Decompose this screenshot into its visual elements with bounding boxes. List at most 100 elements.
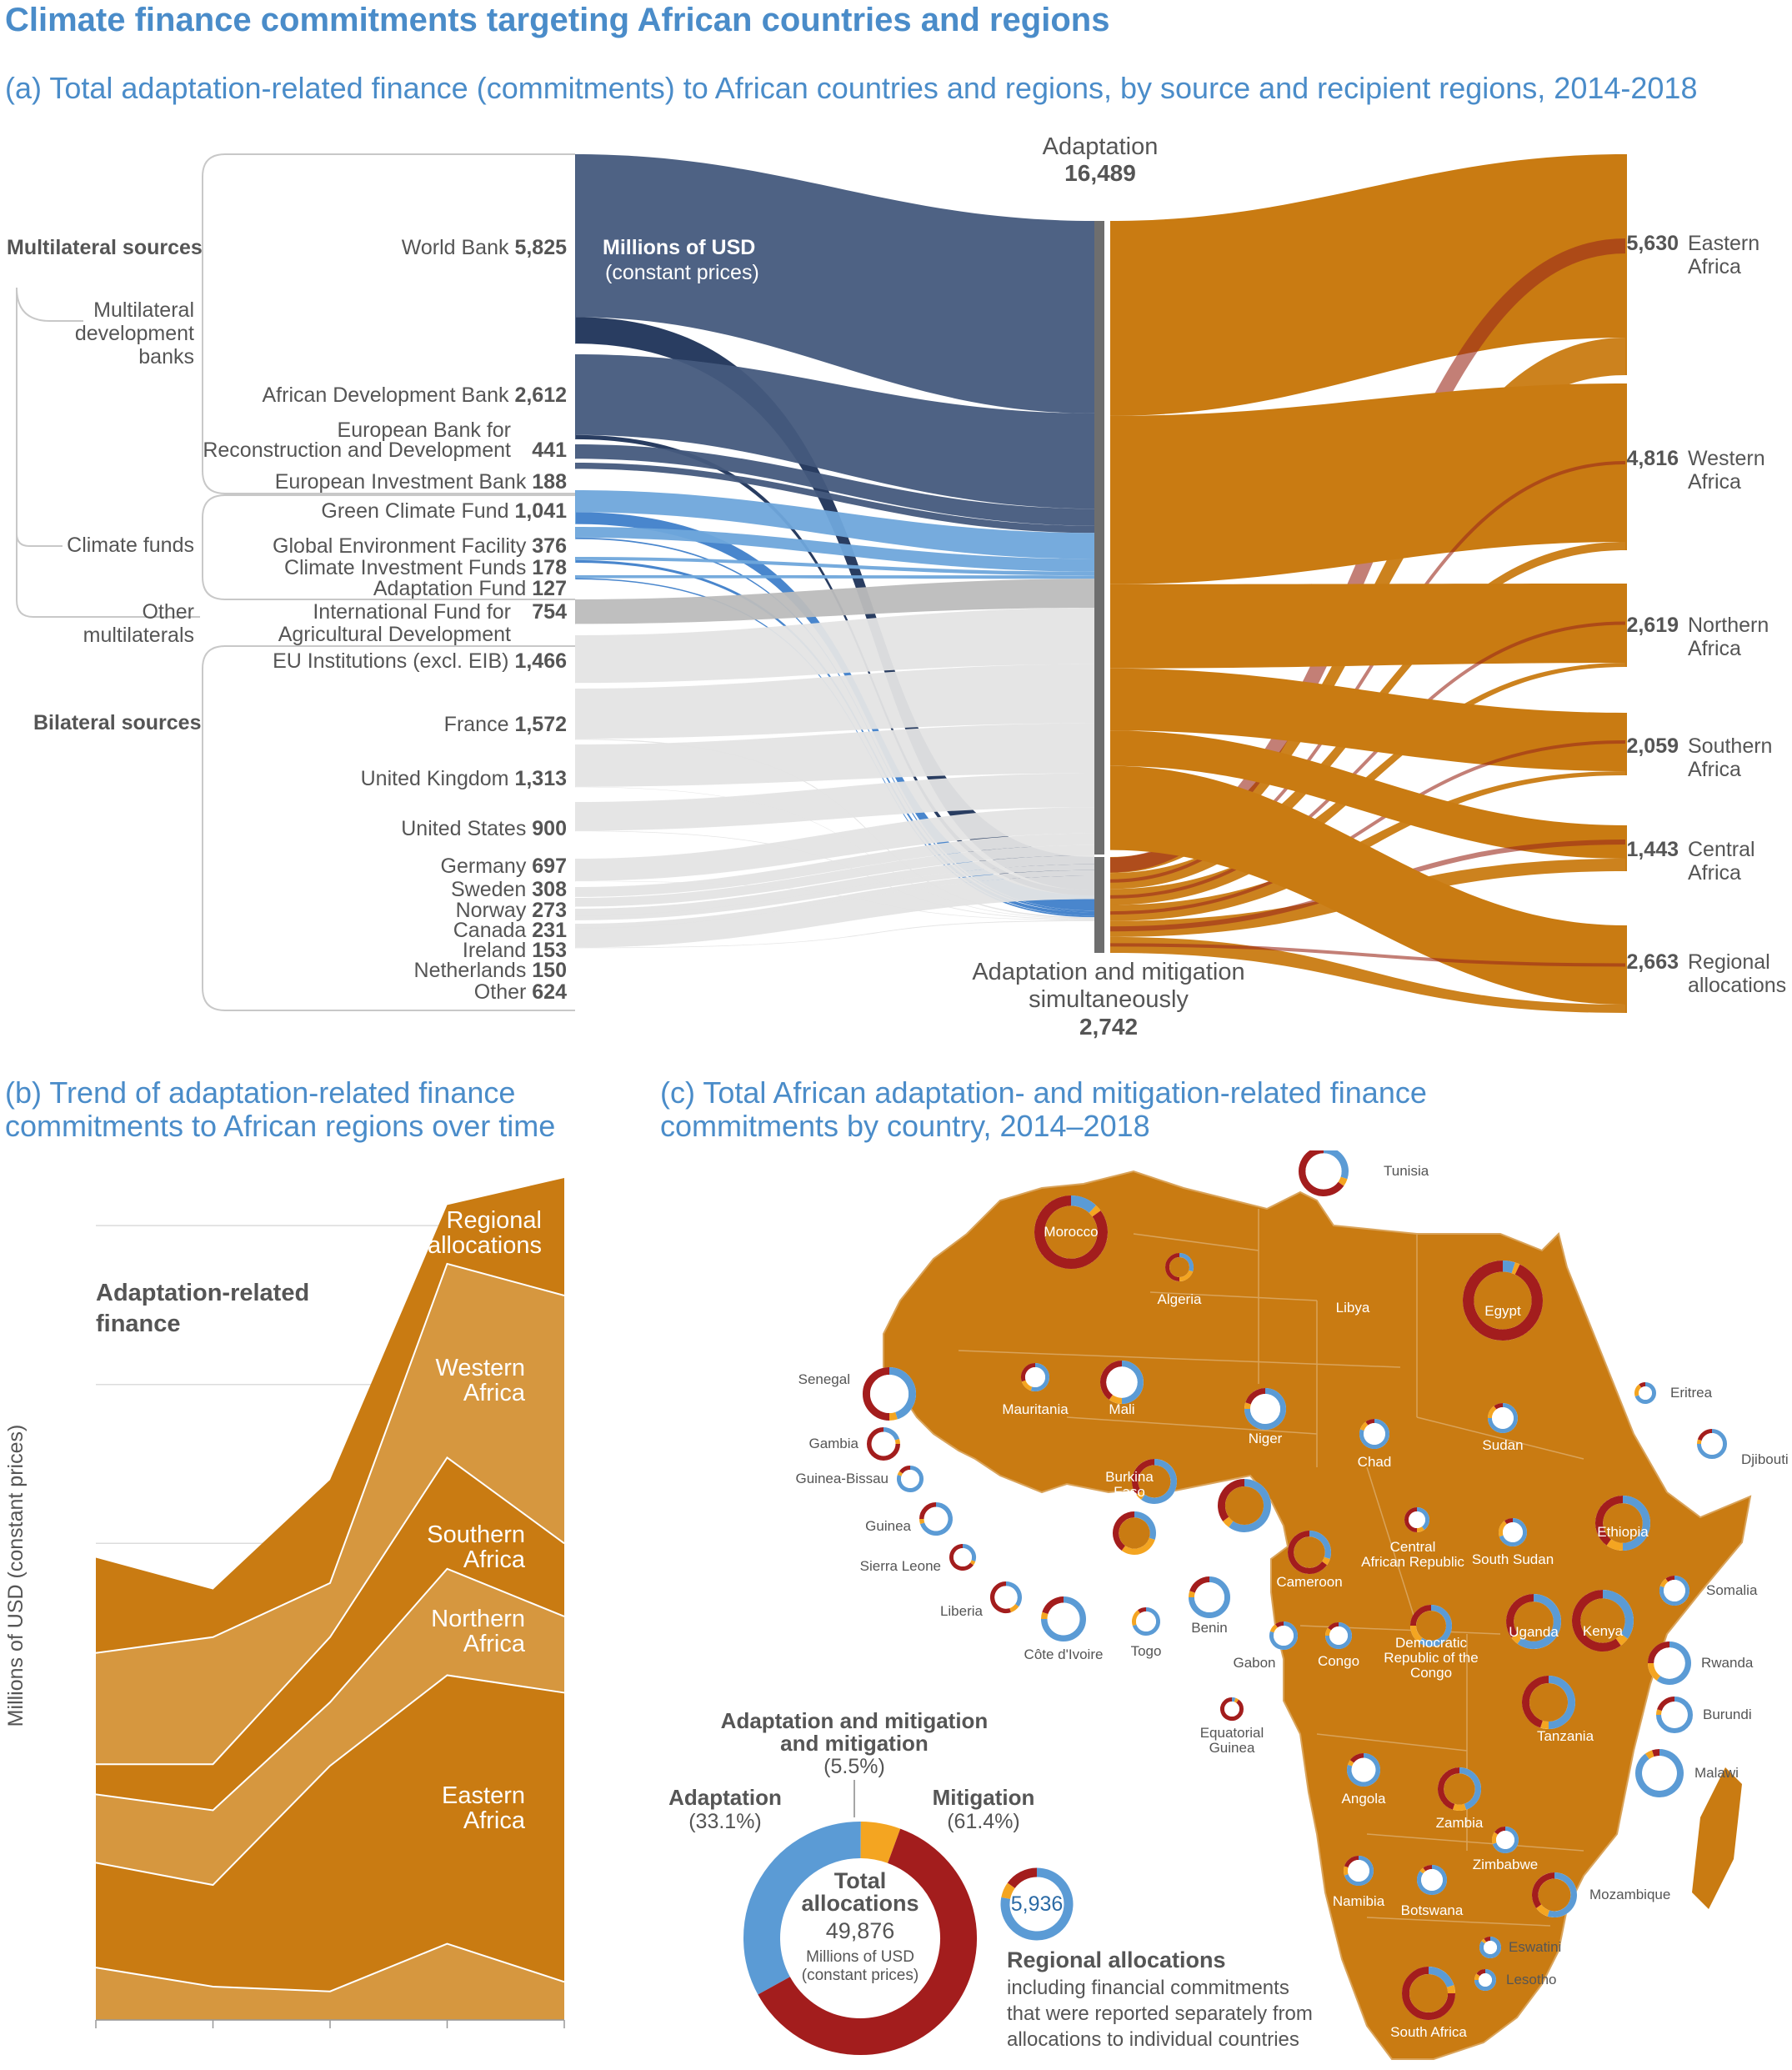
country-label-togo: Togo [1131,1643,1162,1659]
donut-hole-angola [1351,1757,1376,1782]
country-label-nigeria: Nigeria [1222,1531,1267,1546]
flow-adapt-adaptation-fund [575,575,1094,579]
recipient-name-2-eastern-africa: Africa [1688,255,1741,278]
source-label-france: France 1,572 [444,713,567,736]
source-name-france: France [444,713,515,736]
donut-segment-cameroon-0 [1309,1531,1331,1560]
donut-segment-benin-0 [1189,1576,1230,1618]
country-label-djibouti: Djibouti [1741,1451,1789,1467]
group-mdb-2: development [75,322,194,345]
flow-adapt-other [575,875,1094,948]
legend-adapt-label: Adaptation [668,1785,782,1810]
source-label-adaptation-fund: Adaptation Fund 127 [373,577,567,600]
unit-label-2: (constant prices) [605,261,759,284]
donut-segment-congo-0 [1325,1622,1352,1649]
recipient-name-2-western-africa: Africa [1688,470,1741,494]
donut-segment-rwanda-1 [1648,1662,1661,1682]
donut-segment-niger-1 [1244,1402,1251,1410]
donut-segment-zimbabwe-1 [1492,1832,1499,1844]
donut-segment-morocco-0 [1070,1195,1097,1214]
country-label-somalia: Somalia [1706,1582,1758,1598]
donut-segment-congo-1 [1325,1627,1332,1636]
donut-segment-uganda-1 [1511,1632,1523,1644]
donut-segment-tunisia-2 [1299,1150,1344,1196]
area-central-africa [96,1943,564,2020]
source-label-green-climate-fund: Green Climate Fund 1,041 [321,499,567,523]
donut-segment-botswana-2 [1423,1865,1433,1872]
legend-and-mitigation: and mitigation [780,1731,929,1756]
country-label-equatorial-guinea-1: Equatorial [1200,1725,1264,1741]
donut-hole-mozambique [1538,1878,1571,1912]
source-name-world-bank: World Bank [402,236,515,259]
country-label-burkina-faso-1: Burkina [1105,1469,1154,1485]
donut-segment-angola-0 [1347,1753,1380,1787]
source-node-european-bank-for-reconstruction-and-development [575,444,576,459]
flow-adapt-united-kingdom [575,723,1094,787]
donut-segment-liberia-2 [990,1581,1011,1613]
series-label-southern-africa-1: Southern [427,1521,525,1548]
donut-segment-namibia-0 [1344,1856,1374,1886]
donut-segment-burundi-0 [1656,1697,1693,1733]
flow-adapt-france [575,664,1094,739]
legend-both-pct: (5.5%) [823,1755,885,1778]
donut-segment-mozambique-2 [1532,1872,1555,1908]
source-name-canada: Canada [453,919,533,942]
donut-segment-guinea-bissau-0 [897,1466,924,1492]
source-name-norway: Norway [456,899,533,922]
donut-segment-morocco-1 [1089,1205,1101,1217]
recipient-name-2-central-africa: Africa [1688,861,1741,885]
donut-segment-uganda-2 [1506,1594,1534,1638]
source-node-european-investment-bank [575,463,576,469]
donut-segment-democratic-republic-of-the-congo-0 [1419,1605,1452,1646]
donut-segment-tanzania-0 [1548,1676,1575,1729]
donut-hole-djibouti [1701,1433,1723,1455]
donut-segment-zimbabwe-0 [1492,1827,1519,1853]
source-label-germany: Germany 697 [441,855,567,878]
regional-value: 5,936 [1011,1892,1064,1916]
donut-segment-eritrea-1 [1634,1384,1642,1397]
donut-hole-chad [1364,1423,1385,1445]
series-label-regional-allocations-1: Regional [447,1207,542,1234]
donut-segment-nigeria-2 [1218,1479,1245,1521]
recipient-name-2-northern-africa: Africa [1688,637,1741,660]
donut-segment-tunisia-1 [1338,1176,1348,1186]
recipient-name-2-regional-allocations: allocations [1688,974,1786,997]
legend-total-value: 49,876 [826,1918,895,1943]
donut-segment-central-african-republic-2 [1404,1507,1418,1532]
donut-segment-democratic-republic-of-the-congo-2 [1410,1605,1432,1626]
donut-segment-gambia-1 [894,1438,901,1445]
group-multilateral: Multilateral sources [7,236,203,259]
donut-segment-democratic-republic-of-the-congo-1 [1410,1625,1423,1643]
source-node-netherlands [575,924,576,929]
donut-segment-gabon-1 [1269,1624,1279,1633]
unit-label-1: Millions of USD [603,236,755,259]
series-label-western-africa-1: Western [436,1355,525,1381]
recipient-name-1-regional-allocations: Regional [1688,950,1770,974]
both-label-1: Adaptation and mitigation [972,959,1244,985]
recipient-node-western-africa [1625,383,1627,550]
donut-segment-zimbabwe-2 [1494,1827,1506,1835]
country-label-chad: Chad [1358,1454,1392,1470]
donut-hole-gabon [1274,1626,1294,1646]
donut-segment-chad-2 [1365,1419,1375,1426]
donut-segment-lesotho-1 [1474,1973,1480,1981]
country-label-guinea: Guinea [865,1518,911,1534]
recipient-value-regional-allocations: 2,663 [1626,950,1679,974]
donut-segment-mali-1 [1109,1394,1123,1404]
area-regional-allocations [96,1178,564,1653]
area-chart: EasternAfricaNorthernAfricaSouthernAfric… [4,1178,565,2028]
donut-segment-eswatini-0 [1479,1937,1501,1958]
donut-segment-malawi-2 [1652,1749,1660,1757]
source-value-ifad: 754 [532,600,567,624]
flow-adapt-eu-institutions-excl-eib [575,608,1094,684]
sankey-chart: World Bank 5,825 African Development Bank… [7,133,1786,1040]
donut-segment-nigeria-1 [1223,1516,1234,1527]
donut-hole-nigeria [1224,1486,1264,1526]
donut-segment-guinea-bissau-2 [899,1466,911,1474]
source-label-united-states: United States 900 [401,817,567,840]
donut-segment-benin-1 [1189,1591,1195,1598]
donut-segment-c-te-d-ivoire-2 [1042,1596,1064,1615]
country-label-libya: Libya [1336,1300,1370,1316]
donut-segment-cameroon-2 [1288,1531,1328,1574]
donut-segment-senegal-0 [888,1367,916,1420]
